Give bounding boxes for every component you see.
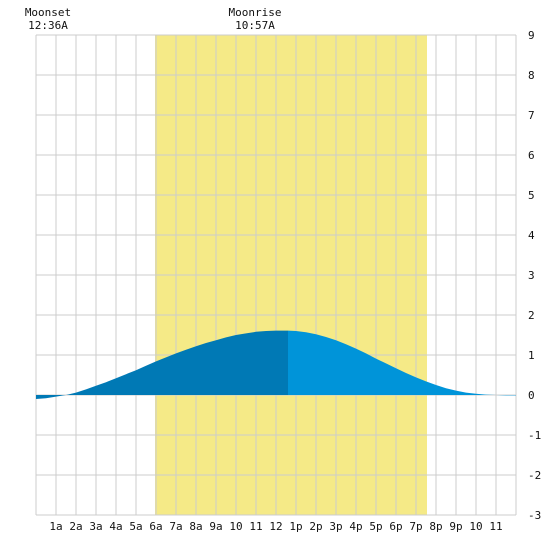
y-tick-label: 4 xyxy=(528,229,535,242)
x-tick-label: 2p xyxy=(309,520,322,533)
x-tick-label: 4a xyxy=(109,520,122,533)
x-tick-label: 10 xyxy=(469,520,482,533)
y-tick-label: 6 xyxy=(528,149,535,162)
y-tick-label: 2 xyxy=(528,309,535,322)
x-tick-label: 10 xyxy=(229,520,242,533)
x-tick-label: 9a xyxy=(209,520,222,533)
x-tick-label: 1a xyxy=(49,520,62,533)
moonrise-label: Moonrise xyxy=(229,6,282,19)
x-tick-label: 6p xyxy=(389,520,402,533)
tide-area-falling xyxy=(288,330,516,396)
y-tick-label: 1 xyxy=(528,349,535,362)
y-tick-label: -3 xyxy=(528,509,541,522)
moonset-label: Moonset xyxy=(25,6,71,19)
x-tick-label: 8p xyxy=(429,520,442,533)
y-tick-label: 9 xyxy=(528,29,535,42)
x-tick-label: 6a xyxy=(149,520,162,533)
grid xyxy=(35,34,517,516)
y-tick-label: -2 xyxy=(528,469,541,482)
y-tick-label: 8 xyxy=(528,69,535,82)
x-tick-label: 5p xyxy=(369,520,382,533)
moonset-time: 12:36A xyxy=(28,19,68,32)
y-tick-label: 3 xyxy=(528,269,535,282)
x-tick-label: 2a xyxy=(69,520,82,533)
x-tick-label: 1p xyxy=(289,520,302,533)
x-tick-label: 11 xyxy=(249,520,262,533)
x-tick-label: 11 xyxy=(489,520,502,533)
x-tick-label: 7p xyxy=(409,520,422,533)
x-tick-label: 3p xyxy=(329,520,342,533)
x-tick-label: 4p xyxy=(349,520,362,533)
x-tick-label: 7a xyxy=(169,520,182,533)
x-tick-label: 12 xyxy=(269,520,282,533)
tide-area-rising xyxy=(36,330,288,399)
y-tick-label: 7 xyxy=(528,109,535,122)
moonrise-time: 10:57A xyxy=(235,19,275,32)
x-tick-label: 9p xyxy=(449,520,462,533)
x-tick-label: 3a xyxy=(89,520,102,533)
x-tick-label: 8a xyxy=(189,520,202,533)
y-tick-label: 0 xyxy=(528,389,535,402)
y-tick-label: 5 xyxy=(528,189,535,202)
x-tick-label: 5a xyxy=(129,520,142,533)
y-tick-label: -1 xyxy=(528,429,541,442)
